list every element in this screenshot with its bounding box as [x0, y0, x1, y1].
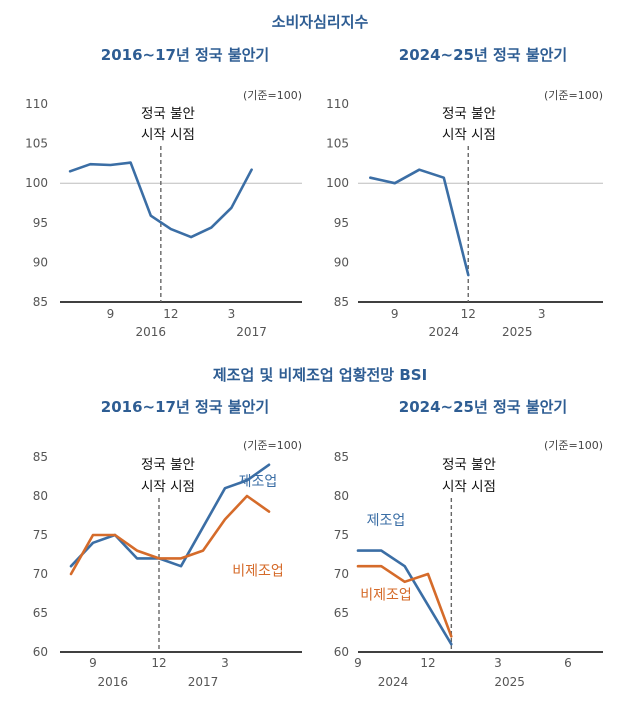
panel-title: 2024~25년 정국 불안기: [399, 398, 567, 416]
series-line-secondary: [69, 494, 271, 576]
year-label: 2016: [135, 325, 166, 339]
year-label: 2017: [188, 675, 219, 689]
x-tick-label: 12: [461, 307, 476, 321]
y-tick-label: 90: [33, 255, 48, 269]
y-tick-label: 105: [25, 137, 48, 151]
y-tick-label: 85: [334, 295, 349, 309]
y-tick-label: 70: [334, 567, 349, 581]
year-label: 2025: [502, 325, 533, 339]
y-tick-label: 65: [33, 606, 48, 620]
event-annotation: 정국 불안: [141, 457, 195, 473]
y-tick-label: 105: [326, 137, 349, 151]
y-tick-label: 110: [326, 97, 349, 111]
y-tick-label: 90: [334, 255, 349, 269]
x-tick-label: 6: [564, 656, 572, 670]
unit-label: (기준=100): [544, 439, 603, 452]
y-tick-label: 100: [25, 176, 48, 190]
year-label: 2024: [428, 325, 459, 339]
unit-label: (기준=100): [243, 89, 302, 102]
y-tick-label: 65: [334, 606, 349, 620]
x-tick-label: 12: [163, 307, 178, 321]
series-line-primary: [68, 161, 253, 239]
series-label: 제조업: [367, 513, 406, 529]
y-tick-label: 110: [25, 97, 48, 111]
year-label: 2025: [494, 675, 525, 689]
y-tick-label: 80: [334, 489, 349, 503]
event-annotation: 시작 시점: [442, 127, 496, 143]
x-tick-label: 3: [538, 307, 546, 321]
y-tick-label: 95: [33, 216, 48, 230]
event-annotation: 정국 불안: [141, 106, 195, 122]
unit-label: (기준=100): [544, 89, 603, 102]
x-tick-label: 9: [107, 307, 115, 321]
series-line-secondary: [356, 564, 453, 638]
y-tick-label: 75: [334, 528, 349, 542]
series-label: 제조업: [239, 474, 278, 490]
x-tick-label: 9: [89, 656, 97, 670]
y-tick-label: 75: [33, 528, 48, 542]
y-tick-label: 60: [33, 645, 48, 659]
series-label: 비제조업: [360, 588, 412, 604]
y-tick-label: 70: [33, 567, 48, 581]
y-tick-label: 60: [334, 645, 349, 659]
unit-label: (기준=100): [243, 439, 302, 452]
x-tick-label: 12: [420, 656, 435, 670]
panel-title: 2016~17년 정국 불안기: [101, 398, 269, 416]
x-tick-label: 9: [354, 656, 362, 670]
y-tick-label: 100: [326, 176, 349, 190]
y-tick-label: 80: [33, 489, 48, 503]
series-line-primary: [368, 168, 470, 277]
event-annotation: 시작 시점: [141, 479, 195, 495]
event-annotation: 정국 불안: [442, 457, 496, 473]
x-tick-label: 9: [391, 307, 399, 321]
x-tick-label: 12: [151, 656, 166, 670]
year-label: 2016: [98, 675, 129, 689]
y-tick-label: 85: [33, 450, 48, 464]
x-tick-label: 3: [221, 656, 229, 670]
series-line-primary: [69, 463, 271, 568]
series-line-primary: [356, 549, 453, 646]
x-tick-label: 3: [228, 307, 236, 321]
year-label: 2017: [236, 325, 267, 339]
panel-title: 2016~17년 정국 불안기: [101, 46, 269, 64]
section-title-bsi: 제조업 및 비제조업 업황전망 BSI: [213, 366, 427, 384]
year-label: 2024: [378, 675, 409, 689]
y-tick-label: 95: [334, 216, 349, 230]
series-label: 비제조업: [232, 564, 284, 580]
section-title-consumer-sentiment: 소비자심리지수: [272, 13, 369, 31]
event-annotation: 시작 시점: [141, 127, 195, 143]
panel-title: 2024~25년 정국 불안기: [399, 46, 567, 64]
x-tick-label: 3: [494, 656, 502, 670]
y-tick-label: 85: [334, 450, 349, 464]
event-annotation: 정국 불안: [442, 106, 496, 122]
y-tick-label: 85: [33, 295, 48, 309]
event-annotation: 시작 시점: [442, 479, 496, 495]
